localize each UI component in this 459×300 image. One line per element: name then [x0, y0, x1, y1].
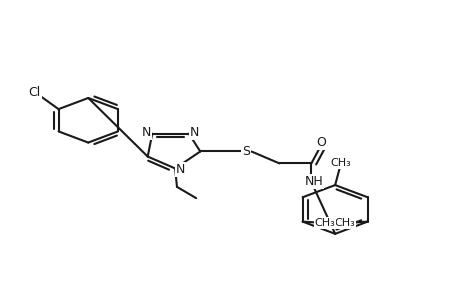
- Text: CH₃: CH₃: [314, 218, 335, 228]
- Text: CH₃: CH₃: [334, 218, 355, 228]
- Text: O: O: [316, 136, 326, 149]
- Text: N: N: [189, 126, 199, 139]
- Text: N: N: [175, 163, 185, 176]
- Text: CH₃: CH₃: [330, 158, 350, 168]
- Text: N: N: [142, 126, 151, 139]
- Text: Cl: Cl: [28, 86, 41, 99]
- Text: NH: NH: [304, 175, 322, 188]
- Text: S: S: [241, 145, 249, 158]
